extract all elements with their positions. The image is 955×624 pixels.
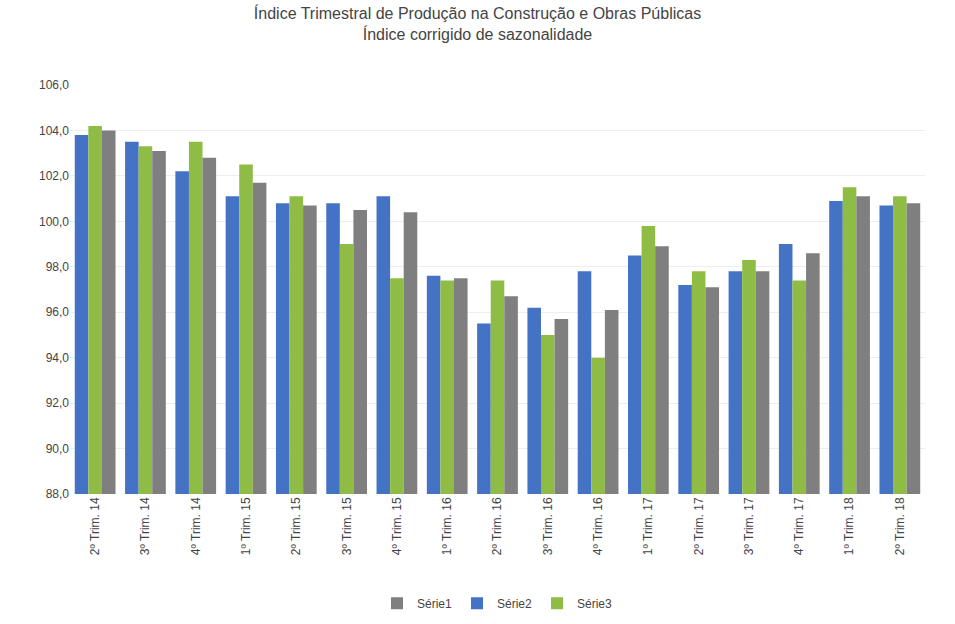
svg-text:2º Trim. 17: 2º Trim. 17 — [692, 497, 706, 555]
svg-text:2º Trim. 16: 2º Trim. 16 — [490, 497, 504, 555]
svg-text:4º Trim. 17: 4º Trim. 17 — [792, 497, 806, 555]
svg-text:90,0: 90,0 — [46, 442, 70, 456]
svg-text:100,0: 100,0 — [39, 215, 69, 229]
svg-text:4º Trim. 15: 4º Trim. 15 — [390, 497, 404, 555]
svg-text:3º Trim. 14: 3º Trim. 14 — [138, 497, 152, 555]
svg-text:2º Trim. 14: 2º Trim. 14 — [88, 497, 102, 555]
svg-text:1º Trim. 15: 1º Trim. 15 — [239, 497, 253, 555]
svg-text:92,0: 92,0 — [46, 396, 70, 410]
svg-text:3º Trim. 17: 3º Trim. 17 — [742, 497, 756, 555]
svg-text:88,0: 88,0 — [46, 487, 70, 501]
svg-text:106,0: 106,0 — [39, 78, 69, 92]
svg-text:4º Trim. 14: 4º Trim. 14 — [189, 497, 203, 555]
svg-text:102,0: 102,0 — [39, 169, 69, 183]
svg-text:104,0: 104,0 — [39, 124, 69, 138]
svg-text:1º Trim. 16: 1º Trim. 16 — [440, 497, 454, 555]
svg-text:96,0: 96,0 — [46, 305, 70, 319]
svg-text:2º Trim. 15: 2º Trim. 15 — [289, 497, 303, 555]
svg-text:94,0: 94,0 — [46, 351, 70, 365]
svg-text:2º Trim. 18: 2º Trim. 18 — [893, 497, 907, 555]
svg-text:3º Trim. 15: 3º Trim. 15 — [340, 497, 354, 555]
svg-text:Série2: Série2 — [497, 597, 532, 611]
svg-text:1º Trim. 17: 1º Trim. 17 — [641, 497, 655, 555]
svg-text:98,0: 98,0 — [46, 260, 70, 274]
svg-text:Série3: Série3 — [577, 597, 612, 611]
svg-text:4º Trim. 16: 4º Trim. 16 — [591, 497, 605, 555]
svg-text:Índice Trimestral de Produção: Índice Trimestral de Produção na Constru… — [254, 4, 701, 43]
svg-text:1º Trim. 18: 1º Trim. 18 — [842, 497, 856, 555]
svg-text:3º Trim. 16: 3º Trim. 16 — [541, 497, 555, 555]
svg-text:Série1: Série1 — [417, 597, 452, 611]
